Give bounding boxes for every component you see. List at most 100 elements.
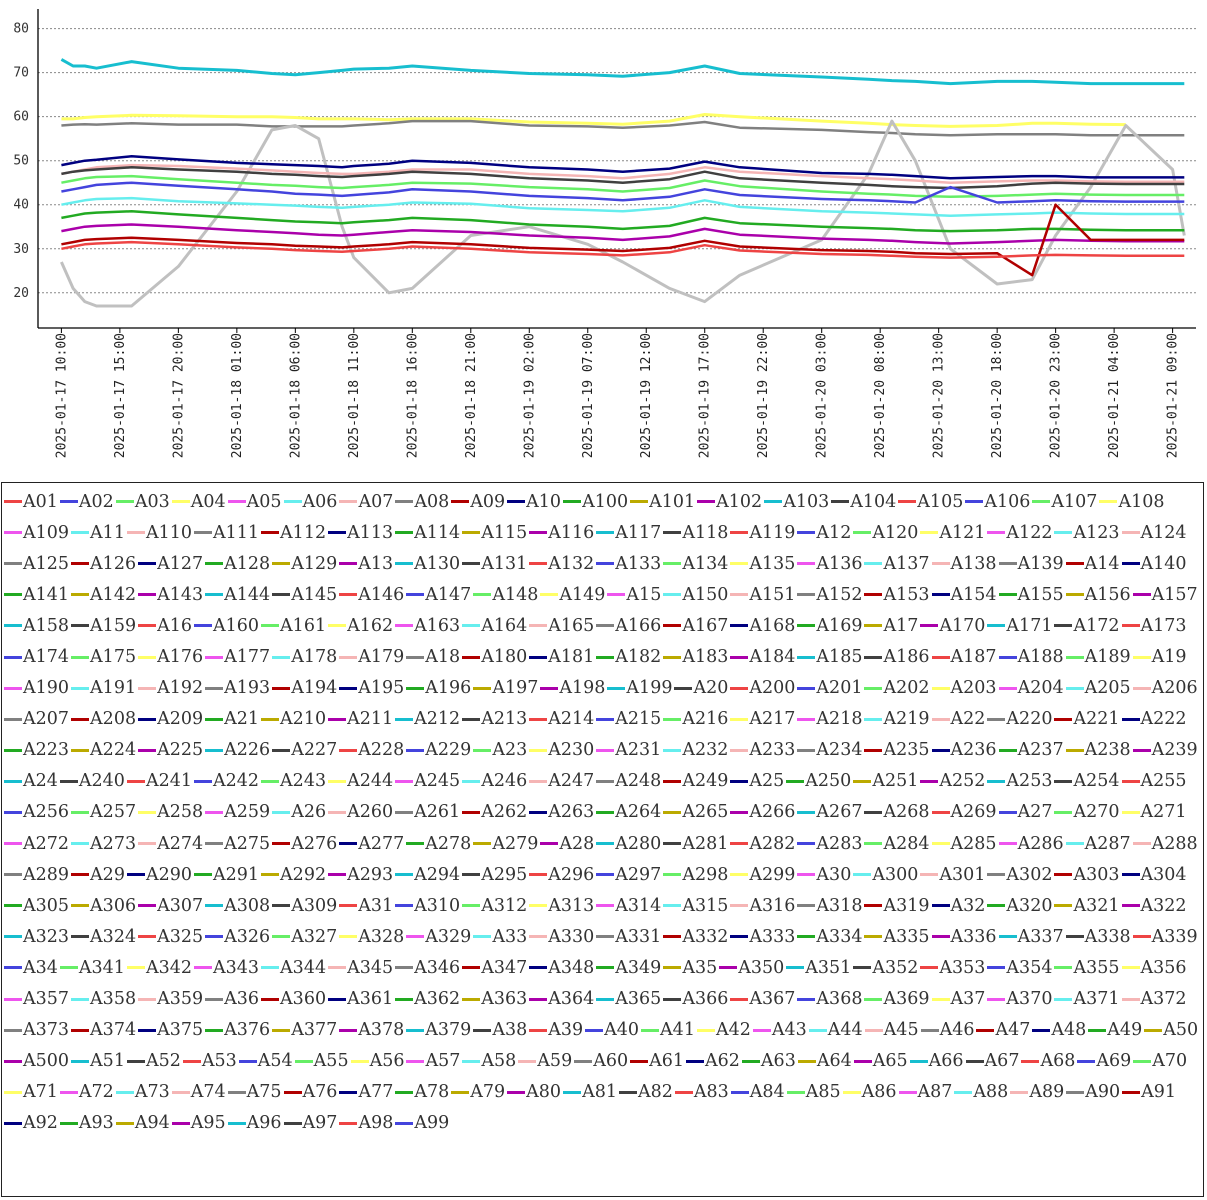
legend-item: A110 <box>126 517 192 548</box>
legend-item: A297 <box>596 859 661 890</box>
legend-label: A357 <box>23 989 70 1010</box>
legend-item: A184 <box>730 641 795 672</box>
legend-item: A364 <box>529 984 594 1015</box>
legend-label: A134 <box>682 553 729 574</box>
legend-swatch <box>797 655 816 659</box>
legend-label: A188 <box>1017 647 1064 668</box>
legend-item: A296 <box>529 859 594 890</box>
legend-label: A194 <box>291 678 338 699</box>
legend-label: A271 <box>1140 802 1187 823</box>
legend-swatch <box>864 717 883 721</box>
legend-label: A90 <box>1085 1082 1121 1103</box>
legend-item: A209 <box>138 704 203 735</box>
legend-label: A232 <box>682 740 729 761</box>
legend-swatch <box>987 779 1006 783</box>
legend-swatch <box>1121 779 1140 783</box>
legend-label: A321 <box>1073 895 1120 916</box>
legend-item: A18 <box>406 641 460 672</box>
legend-label: A27 <box>1017 802 1053 823</box>
y-tick-label: 60 <box>13 110 29 125</box>
legend-item: A362 <box>395 984 460 1015</box>
legend-item: A192 <box>138 673 203 704</box>
legend-swatch <box>71 810 90 814</box>
series-line-a103 <box>60 58 1185 86</box>
legend-swatch <box>1010 1090 1029 1094</box>
x-tick-label: 2025-01-19 22:00 <box>756 333 771 458</box>
legend-item: A220 <box>987 704 1052 735</box>
legend-swatch <box>71 686 90 690</box>
legend-swatch <box>730 593 749 597</box>
legend-swatch <box>283 1121 302 1125</box>
legend-swatch <box>529 748 548 752</box>
legend-item: A365 <box>596 984 661 1015</box>
legend-label: A379 <box>425 1020 472 1041</box>
legend-item: A231 <box>596 735 661 766</box>
legend-swatch <box>931 562 950 566</box>
legend-label: A122 <box>1006 522 1053 543</box>
legend-list: A01 A02 A03 A04 A05 A06 A07 A08 A09 A10 A100 A101 A1… <box>4 486 1201 1139</box>
legend-label: A164 <box>481 615 528 636</box>
legend-swatch <box>1121 966 1140 970</box>
legend-label: A94 <box>134 1113 170 1134</box>
legend-label: A01 <box>23 491 58 512</box>
legend-swatch <box>1099 500 1118 504</box>
series-line-a08 <box>61 119 1185 137</box>
legend-label: A159 <box>90 615 137 636</box>
legend-swatch <box>931 748 950 752</box>
legend-swatch <box>730 748 749 752</box>
series-lines <box>60 58 1186 308</box>
legend-swatch <box>473 748 492 752</box>
legend-swatch <box>126 531 145 535</box>
legend-label: A209 <box>157 709 204 730</box>
legend-item: A102 <box>697 486 762 517</box>
legend-label: A254 <box>1073 771 1120 792</box>
legend-item: A63 <box>741 1046 796 1077</box>
legend-label: A161 <box>280 615 327 636</box>
legend-item: A67 <box>965 1046 1019 1077</box>
legend-swatch <box>406 655 425 659</box>
legend-item: A121 <box>920 517 985 548</box>
legend-swatch <box>931 810 950 814</box>
legend-swatch <box>261 873 280 877</box>
legend-swatch <box>853 531 872 535</box>
legend-item: A130 <box>395 548 460 579</box>
legend-swatch <box>529 873 548 877</box>
legend-swatch <box>931 842 950 846</box>
legend-swatch <box>406 748 425 752</box>
legend-item: A53 <box>182 1046 237 1077</box>
legend-item: A201 <box>797 673 862 704</box>
legend-label: A224 <box>90 740 137 761</box>
legend-swatch <box>618 1090 637 1094</box>
legend-item: A182 <box>596 641 661 672</box>
legend-item: A229 <box>406 735 471 766</box>
legend-item: A52 <box>126 1046 181 1077</box>
legend-item: A356 <box>1121 952 1187 983</box>
legend-label: A335 <box>883 926 930 947</box>
legend-item: A249 <box>663 766 728 797</box>
legend-item: A377 <box>272 1015 337 1046</box>
legend-label: A60 <box>593 1051 629 1072</box>
legend-swatch <box>462 562 481 566</box>
legend-item: A300 <box>853 859 918 890</box>
legend-swatch <box>406 935 425 939</box>
legend-label: A222 <box>1140 709 1187 730</box>
legend-swatch <box>406 686 425 690</box>
legend-swatch <box>283 500 302 504</box>
x-tick-label: 2025-01-20 08:00 <box>873 333 888 458</box>
legend-swatch <box>529 810 548 814</box>
legend-item: A68 <box>1021 1046 1075 1077</box>
legend-label: A78 <box>414 1082 450 1103</box>
legend-label: A150 <box>682 584 729 605</box>
legend-label: A26 <box>291 802 327 823</box>
legend-label: A259 <box>224 802 271 823</box>
legend-label: A217 <box>749 709 796 730</box>
legend-label: A365 <box>615 989 662 1010</box>
legend-swatch <box>272 686 291 690</box>
legend-label: A165 <box>548 615 595 636</box>
legend-swatch <box>663 593 682 597</box>
legend-label: A353 <box>939 957 986 978</box>
legend-item: A45 <box>864 1015 919 1046</box>
legend-item: A24 <box>4 766 58 797</box>
legend-label: A368 <box>816 989 863 1010</box>
legend-swatch <box>1065 593 1084 597</box>
